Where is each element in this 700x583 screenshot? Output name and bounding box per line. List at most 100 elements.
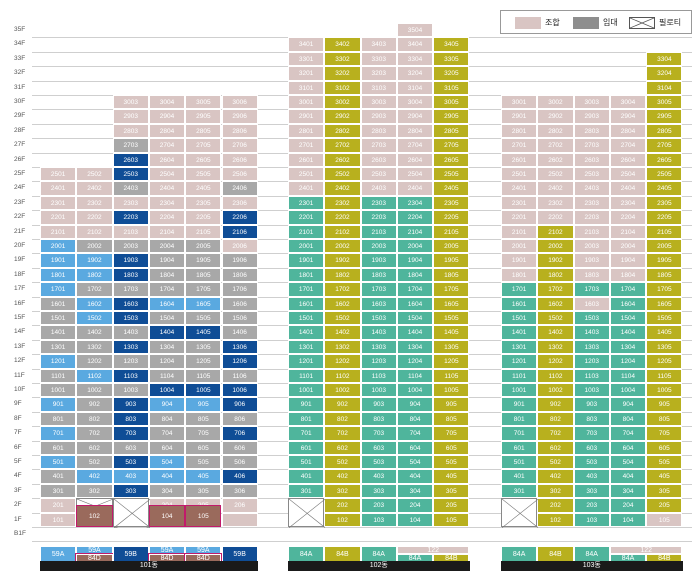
unit-cell: 1203 [360,354,397,369]
unit-cell: 1603 [360,296,397,311]
unit-cell: 2503 [112,167,149,182]
unit-cell: 1503 [360,311,397,326]
unit-cell: 2305 [185,195,222,211]
unit-cell: 2404 [609,181,647,196]
unit-cell: 2306 [221,195,258,211]
unit-cell: 305 [185,483,222,499]
unit-cell: 3302 [324,51,361,67]
unit-cell: 1704 [396,282,434,297]
unit-cell: 1202 [324,354,361,369]
unit-cell: 1801 [288,267,325,283]
unit-cell: 1105 [433,368,470,383]
unit-cell: 2201 [288,210,325,225]
unit-cell: 2305 [646,195,683,211]
unit-cell: 2001 [501,239,538,254]
unit-cell: 2705 [646,138,683,153]
unit-cell: 2406 [221,181,258,196]
unit-cell: 902 [324,397,361,412]
unit-cell: 2402 [537,181,574,196]
unit-cell: 805 [646,411,683,427]
floor-label: 18F [14,270,26,278]
unit-cell: 3405 [433,37,470,52]
unit-cell: 2301 [501,195,538,211]
unit-cell: 2203 [360,210,397,225]
unit-cell: 2502 [537,167,574,182]
unit-cell: 205 [433,498,470,513]
unit-cell: 202 [324,498,361,513]
unit-cell: 3004 [609,95,647,110]
unit-cell: 704 [609,426,647,441]
unit-cell: 1104 [609,368,647,383]
unit-cell: 2904 [396,109,434,124]
unit-cell: 1103 [573,368,610,383]
unit-cell: 603 [112,440,149,455]
unit-cell: 1005 [185,383,222,398]
floor-label: 34F [14,40,26,48]
unit-cell: 1102 [324,368,361,383]
unit-cell: 3104 [646,80,683,95]
unit-cell: 2505 [185,167,222,182]
unit-cell: 105 [646,512,683,527]
unit-cell: 2701 [288,138,325,153]
unit-cell: 2203 [112,210,149,225]
unit-cell: 1804 [396,267,434,283]
unit-cell: 501 [288,455,325,470]
unit-cell [221,512,258,527]
unit-cell: 3303 [360,51,397,67]
unit-type-size-label: 122 [609,546,683,555]
unit-cell: 2703 [573,138,610,153]
unit-cell: 2206 [221,210,258,225]
building-name-102: 102동 [288,561,470,571]
unit-cell: 2402 [324,181,361,196]
unit-cell: 2704 [396,138,434,153]
unit-cell: 1801 [40,267,77,283]
unit-cell: 1803 [360,267,397,283]
unit-cell: 2502 [324,167,361,182]
unit-cell: 304 [148,483,186,499]
unit-cell: 1801 [501,267,538,283]
unit-cell: 2603 [360,152,397,167]
unit-cell: 2604 [148,152,186,167]
unit-cell: 3004 [396,95,434,110]
unit-cell: 2601 [288,152,325,167]
unit-cell: 904 [148,397,186,412]
unit-cell: 102 [537,512,574,527]
unit-cell: 305 [433,483,470,499]
unit-cell: 703 [112,426,149,441]
unit-cell: 1405 [433,325,470,340]
unit-type-label: 59B [221,546,258,563]
unit-cell: 3102 [324,80,361,95]
unit-cell: 1204 [609,354,647,369]
unit-cell: 1902 [324,253,361,268]
unit-cell: 2004 [396,239,434,254]
unit-cell: 405 [433,469,470,484]
unit-cell: 2906 [221,109,258,124]
unit-cell: 401 [40,469,77,484]
unit-cell: 205 [646,498,683,513]
building-name-103: 103동 [501,561,683,571]
unit-cell: 1304 [148,339,186,355]
unit-cell: 2101 [288,224,325,239]
unit-cell: 401 [288,469,325,484]
unit-cell: 605 [433,440,470,455]
unit-cell: 1702 [76,282,113,297]
unit-cell: 402 [76,469,113,484]
unit-cell: 1205 [185,354,222,369]
unit-cell: 2502 [76,167,113,182]
unit-cell: 1904 [148,253,186,268]
floor-label: 31F [14,83,26,91]
unit-cell: 2506 [221,167,258,182]
floor-label: 33F [14,54,26,62]
unit-cell: 3403 [360,37,397,52]
unit-cell: 2503 [360,167,397,182]
unit-cell: 3404 [396,37,434,52]
unit-type-label: 59A [76,546,113,555]
unit-cell: 2003 [573,239,610,254]
unit-cell: 2605 [433,152,470,167]
unit-cell: 2802 [537,123,574,139]
unit-cell: 603 [573,440,610,455]
unit-cell: 2304 [148,195,186,211]
unit-cell: 3004 [148,95,186,110]
unit-cell: 501 [501,455,538,470]
unit-cell: 3104 [396,80,434,95]
